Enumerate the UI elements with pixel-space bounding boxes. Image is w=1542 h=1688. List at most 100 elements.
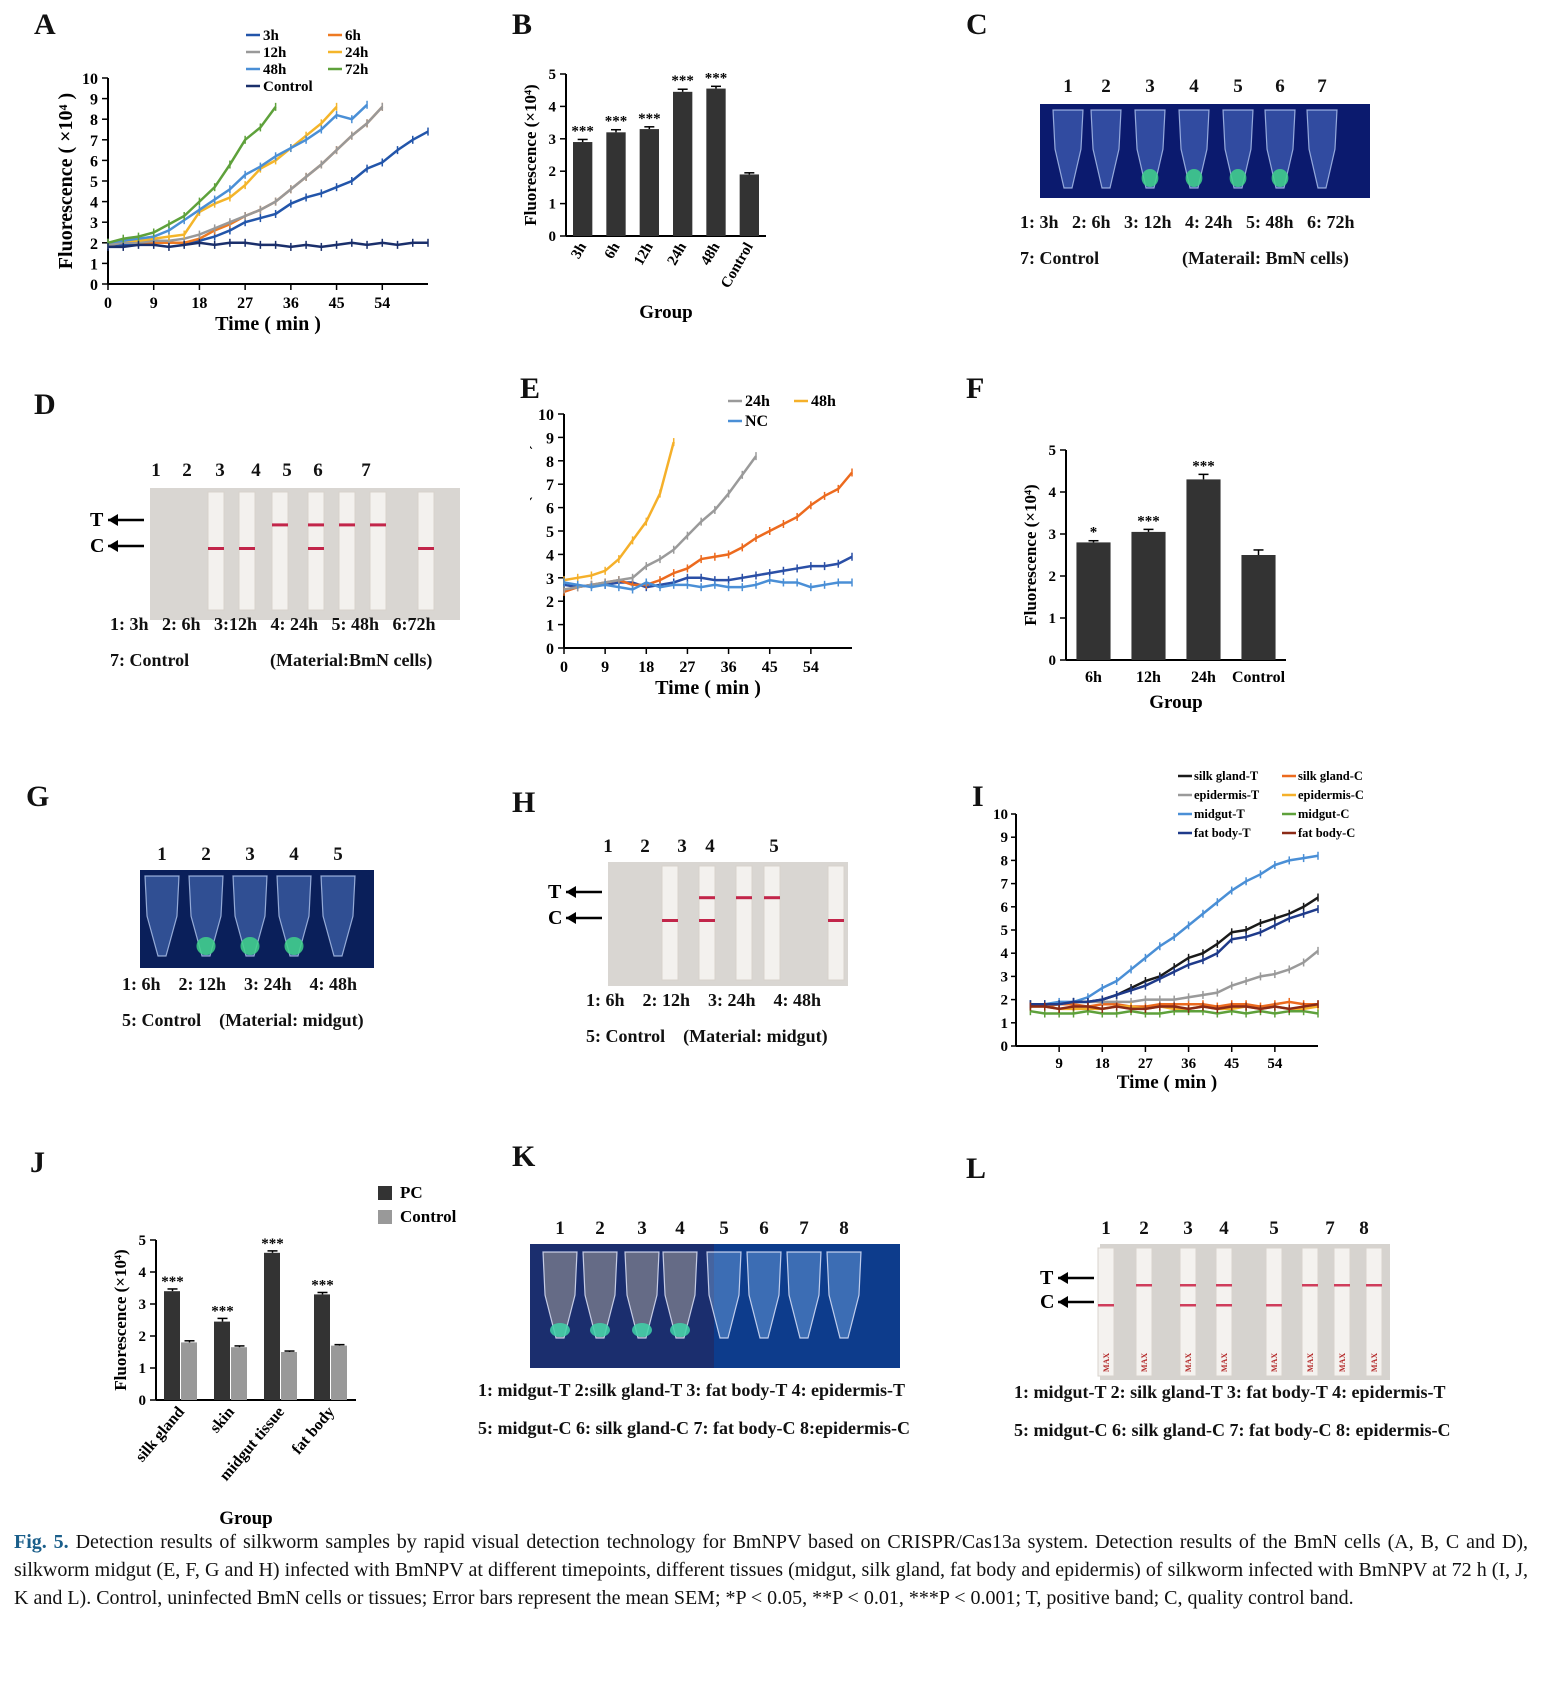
strip-max-label: MAX <box>1140 1353 1149 1372</box>
tube <box>1178 109 1210 189</box>
y-tick-label: 4 <box>139 1265 147 1281</box>
y-tick-label: 6 <box>546 501 554 518</box>
bar-Control-midgut-tissue <box>281 1352 297 1400</box>
series-line-NC <box>563 578 852 591</box>
tube <box>320 875 356 957</box>
legend-swatch <box>378 1186 392 1200</box>
panel-h-caption-2: 5: Control (Material: midgut) <box>586 1026 828 1046</box>
bar-PC-fat-body <box>314 1294 330 1400</box>
x-tick-label: 18 <box>638 659 654 676</box>
test-band-marker: T <box>548 881 562 903</box>
y-tick-label: 1 <box>549 197 557 213</box>
lane-number: 4 <box>1219 1218 1229 1239</box>
y-tick-label: 10 <box>82 71 98 88</box>
strip-max-label: MAX <box>1338 1353 1347 1372</box>
y-tick-label: 5 <box>549 67 557 83</box>
control-band <box>1098 1304 1114 1307</box>
y-tick-label: 4 <box>546 547 554 564</box>
legend-label: fat body-T <box>1194 826 1251 840</box>
lane-number: 3 <box>677 836 687 857</box>
test-strip <box>661 865 679 981</box>
y-tick-label: 1 <box>90 256 98 273</box>
tube-fluorescence <box>590 1323 610 1337</box>
lane-number: 6 <box>1275 76 1285 97</box>
test-band <box>308 523 324 527</box>
x-axis-label: Time ( min ) <box>215 313 321 335</box>
panel-c-lane-numbers: 1 2 3 4 5 6 7 <box>1040 76 1370 100</box>
test-band <box>699 896 715 900</box>
control-band <box>1180 1304 1196 1307</box>
lane-number: 3 <box>245 844 255 865</box>
tube-fluorescence <box>284 937 304 955</box>
tube <box>624 1251 660 1339</box>
test-strip <box>698 865 716 981</box>
arrow-head <box>566 886 576 898</box>
significance-label: *** <box>705 70 728 86</box>
y-tick-label: 5 <box>139 1233 147 1249</box>
y-tick-label: 2 <box>1001 993 1009 1009</box>
panel-label-l: L <box>966 1152 987 1185</box>
x-tick-label: 9 <box>601 659 609 676</box>
legend-label: 24h <box>345 45 369 61</box>
tube <box>1264 109 1296 189</box>
legend-label: PC <box>400 1183 423 1202</box>
significance-label: *** <box>571 123 594 139</box>
y-tick-label: 6 <box>1001 900 1009 916</box>
y-axis-label: Fluorescence ( ×10⁴ ) <box>55 93 77 269</box>
lane-number: 3 <box>1183 1218 1193 1239</box>
y-tick-label: 3 <box>139 1297 147 1313</box>
legend-label: 48h <box>263 62 287 78</box>
tube-fluorescence <box>550 1323 570 1337</box>
arrow-head <box>108 514 118 526</box>
x-tick-label: 6h <box>1085 669 1102 686</box>
lane-number: 5 <box>333 844 343 865</box>
test-band <box>339 523 355 527</box>
test-band <box>1366 1284 1382 1287</box>
lane-number: 1 <box>151 460 161 481</box>
tube <box>1222 109 1254 189</box>
tube <box>276 875 312 957</box>
lane-number: 8 <box>1359 1218 1369 1239</box>
x-tick-label: 36 <box>283 295 299 312</box>
test-strip <box>369 491 387 611</box>
legend-label: 6h <box>345 28 362 44</box>
lane-number: 5 <box>1269 1218 1279 1239</box>
series-line-6h <box>563 555 853 589</box>
tube <box>1134 109 1166 189</box>
x-tick-label: 27 <box>679 659 695 676</box>
strip-max-label: MAX <box>1270 1353 1279 1372</box>
panel-d-caption-1: 1: 3h 2: 6h 3:12h 4: 24h 5: 48h 6:72h <box>110 614 436 634</box>
tube-fluorescence <box>1141 169 1159 187</box>
panel-label-e: E <box>520 372 541 405</box>
significance-label: *** <box>1192 458 1215 474</box>
lane-number: 2 <box>1101 76 1111 97</box>
test-band <box>370 523 386 527</box>
lane-number: 8 <box>839 1218 849 1239</box>
test-strip <box>1265 1247 1283 1377</box>
control-band-marker: C <box>90 535 104 557</box>
x-tick-label: 36 <box>1181 1056 1197 1072</box>
photo-background <box>150 488 460 620</box>
lane-number: 5 <box>719 1218 729 1239</box>
panel-l-caption-1: 1: midgut-T 2: silk gland-T 3: fat body-… <box>1014 1382 1446 1402</box>
legend-label: Control <box>400 1207 457 1226</box>
panel-k-lane-numbers: 1 2 3 4 5 6 7 8 <box>530 1218 900 1242</box>
y-tick-label: 8 <box>1001 853 1009 869</box>
lane-number: 5 <box>1233 76 1243 97</box>
panel-label-b: B <box>512 8 533 41</box>
significance-label: * <box>1090 525 1098 541</box>
significance-label: *** <box>1137 513 1160 529</box>
bar-24h <box>673 91 693 236</box>
x-tick-label: 27 <box>237 295 253 312</box>
tube-fluorescence <box>1185 169 1203 187</box>
y-tick-label: 3 <box>90 215 98 232</box>
x-tick-label: 12h <box>1136 669 1161 686</box>
x-tick-label: 45 <box>1224 1056 1239 1072</box>
legend-label: midgut-T <box>1194 807 1245 821</box>
tube-fluorescence <box>632 1323 652 1337</box>
lane-number: 7 <box>361 460 371 481</box>
control-band <box>828 919 844 922</box>
panel-g-photo: 1 2 3 4 5 <box>140 844 374 974</box>
